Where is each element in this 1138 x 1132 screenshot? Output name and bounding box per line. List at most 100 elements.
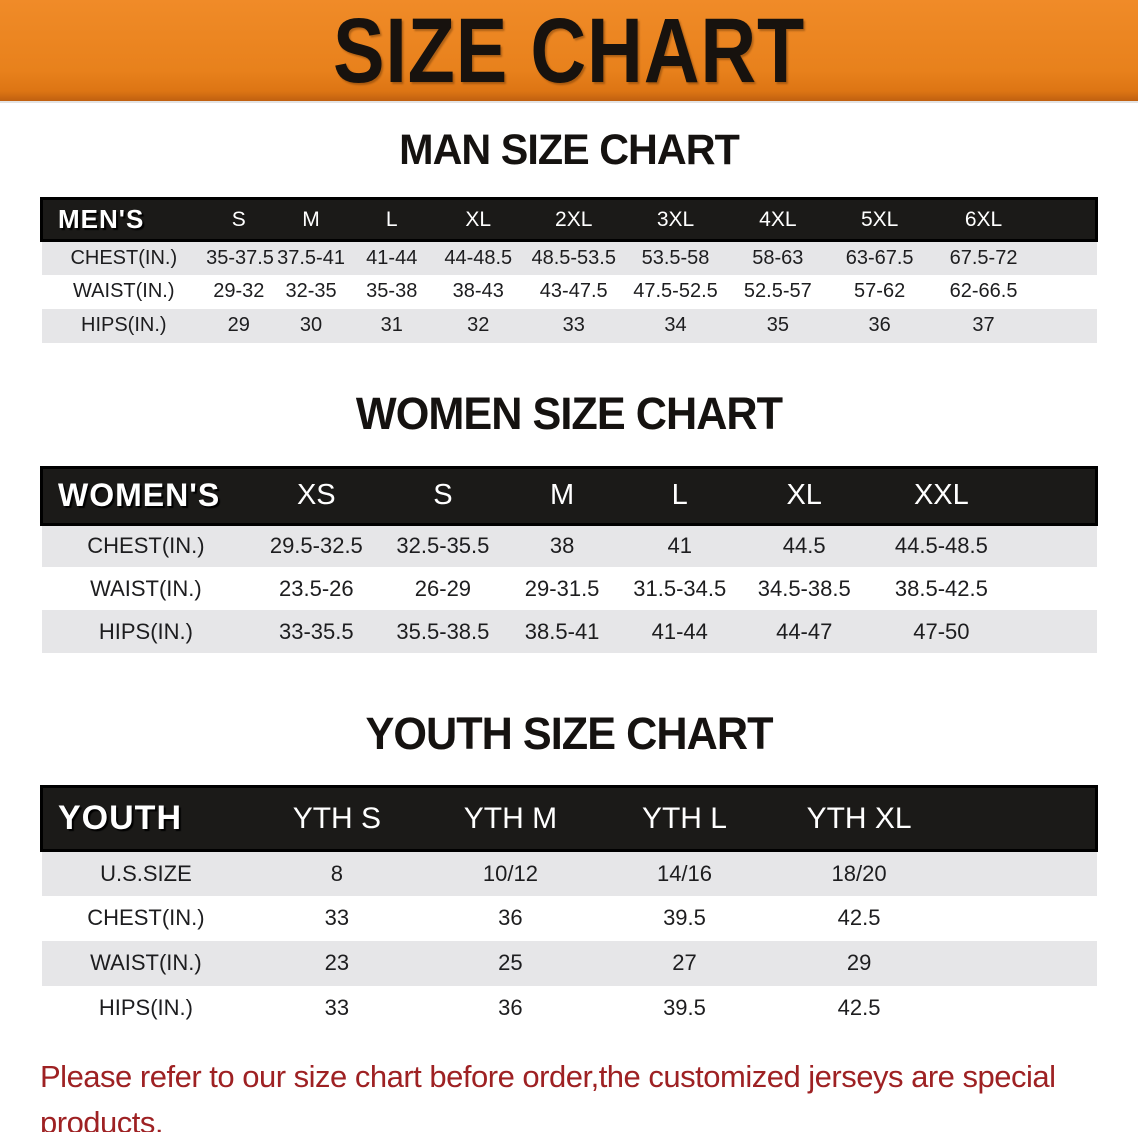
measurement-row: CHEST(IN.) 33 36 39.5 42.5 [41, 895, 1097, 941]
measurement-row: HIPS(IN.) 29 30 31 32 33 34 35 36 37 [41, 308, 1097, 343]
measurement-row: CHEST(IN.) 29.5-32.5 32.5-35.5 38 41 44.5 44.5… [41, 524, 1097, 567]
size-column-header: 3XL [623, 197, 728, 242]
size-value: 38.5-42.5 [894, 575, 988, 601]
table-header-label: YOUTH [40, 785, 251, 852]
size-value: 44-48.5 [444, 246, 513, 269]
size-column-header: 6XL [930, 197, 1037, 242]
size-column-header: YTH XL [771, 785, 947, 852]
row-spacer [1036, 241, 1096, 275]
size-value: 39.5 [663, 905, 706, 930]
size-column-header: XS [250, 465, 383, 526]
header-spacer [946, 785, 1098, 852]
row-label: WAIST(IN.) [73, 280, 175, 302]
size-value: 35.5-38.5 [396, 618, 490, 644]
size-column-header: YTH M [423, 785, 598, 852]
measurement-row: WAIST(IN.) 23.5-26 26-29 29-31.5 31.5-34.5 34… [41, 567, 1097, 610]
measurement-row: WAIST(IN.) 23 25 27 29 [41, 940, 1097, 986]
size-value: 8 [330, 860, 343, 886]
size-value: 67.5-72 [949, 246, 1018, 269]
man-size-section: MAN SIZE CHART MEN'S S M L XL 2XL 3XL 4XL 5XL 6XL… [0, 126, 1138, 343]
page-title: SIZE CHART [332, 0, 806, 102]
size-value: 41-44 [366, 246, 418, 269]
size-value: 47.5-52.5 [633, 280, 718, 302]
measurement-row: WAIST(IN.) 29-32 32-35 35-38 38-43 43-47.5 47.… [41, 274, 1097, 309]
youth-size-section: YOUTH SIZE CHART YOUTH YTH S YTH M YTH L YTH… [0, 708, 1138, 1031]
size-value: 38 [549, 533, 575, 559]
size-value: 32 [467, 314, 490, 336]
size-value: 53.5-58 [641, 246, 710, 269]
size-column-header: M [503, 465, 621, 526]
header-spacer [1013, 465, 1099, 526]
size-column-header: S [206, 197, 272, 242]
size-value: 37 [972, 314, 995, 336]
size-value: 41 [667, 533, 692, 559]
size-value: 38-43 [452, 280, 504, 302]
man-size-heading: MAN SIZE CHART [399, 126, 740, 174]
size-value: 34.5-38.5 [757, 575, 851, 601]
measurement-row: HIPS(IN.) 33 36 39.5 42.5 [41, 985, 1097, 1031]
size-value: 37.5-41 [277, 246, 345, 269]
size-value: 63-67.5 [845, 246, 914, 269]
row-spacer [947, 851, 1097, 896]
size-column-header: XL [738, 465, 870, 526]
row-label: U.S.SIZE [100, 860, 192, 886]
size-column-header: YTH S [250, 785, 424, 852]
size-column-header: 4XL [727, 197, 829, 242]
size-column-header: XXL [869, 465, 1014, 526]
size-value: 34 [664, 314, 687, 336]
size-value: 33-35.5 [279, 618, 354, 644]
men-size-table: MEN'S S M L XL 2XL 3XL 4XL 5XL 6XL CHEST(IN.) 35-3… [40, 197, 1099, 343]
row-spacer [1013, 524, 1096, 567]
size-value: 29.5-32.5 [269, 533, 363, 559]
row-label: WAIST(IN.) [90, 950, 202, 975]
size-value: 23.5-26 [279, 575, 354, 601]
size-value: 35 [766, 314, 789, 336]
row-label: HIPS(IN.) [98, 618, 193, 644]
table-header-label: WOMEN'S [40, 465, 251, 526]
size-value: 36 [498, 905, 523, 930]
size-column-header: YTH L [597, 785, 772, 852]
size-column-header: L [620, 465, 739, 526]
disclaimer-line-1: Please refer to our size chart before or… [40, 1058, 1056, 1132]
size-value: 38.5-41 [524, 618, 600, 644]
size-value: 36 [868, 314, 891, 336]
size-value: 48.5-53.5 [531, 246, 616, 269]
row-spacer [1036, 275, 1096, 309]
size-value: 58-63 [752, 246, 804, 269]
size-column-header: S [382, 465, 504, 526]
size-value: 41-44 [651, 618, 708, 644]
size-value: 29-31.5 [524, 575, 600, 601]
size-value: 57-62 [854, 280, 906, 302]
row-label: HIPS(IN.) [81, 314, 167, 336]
size-value: 43-47.5 [539, 280, 608, 302]
size-value: 42.5 [837, 995, 881, 1020]
row-label: CHEST(IN.) [87, 533, 205, 559]
size-value: 18/20 [831, 860, 887, 886]
size-value: 47-50 [913, 618, 970, 644]
row-label: CHEST(IN.) [87, 905, 205, 930]
size-value: 27 [672, 950, 697, 975]
disclaimer: Please refer to our size chart before or… [40, 1054, 1118, 1132]
size-value: 33 [324, 905, 350, 930]
size-header-row: MEN'S S M L XL 2XL 3XL 4XL 5XL 6XL [40, 197, 1099, 242]
row-spacer [1013, 610, 1096, 653]
women-size-table: WOMEN'S XS S M L XL XXL CHEST(IN.) 29.5-32.5 32.… [40, 465, 1099, 653]
banner: SIZE CHART [0, 0, 1138, 103]
women-size-heading: WOMEN SIZE CHART [355, 387, 783, 439]
size-value: 10/12 [482, 860, 538, 886]
size-value: 31.5-34.5 [633, 575, 727, 601]
size-value: 44-47 [776, 618, 833, 644]
size-value: 23 [324, 950, 350, 975]
measurement-row: U.S.SIZE 8 10/12 14/16 18/20 [41, 850, 1097, 896]
size-value: 30 [299, 314, 323, 336]
size-value: 32-35 [285, 280, 337, 302]
size-value: 29 [227, 314, 250, 336]
header-spacer [1036, 197, 1099, 242]
size-value: 35-38 [366, 280, 418, 302]
size-value: 35-37.5 [206, 246, 274, 269]
size-value: 62-66.5 [949, 280, 1018, 302]
size-value: 29 [846, 950, 872, 975]
women-size-section: WOMEN SIZE CHART WOMEN'S XS S M L XL XXL CHEST… [0, 387, 1138, 653]
row-label: HIPS(IN.) [98, 995, 193, 1020]
